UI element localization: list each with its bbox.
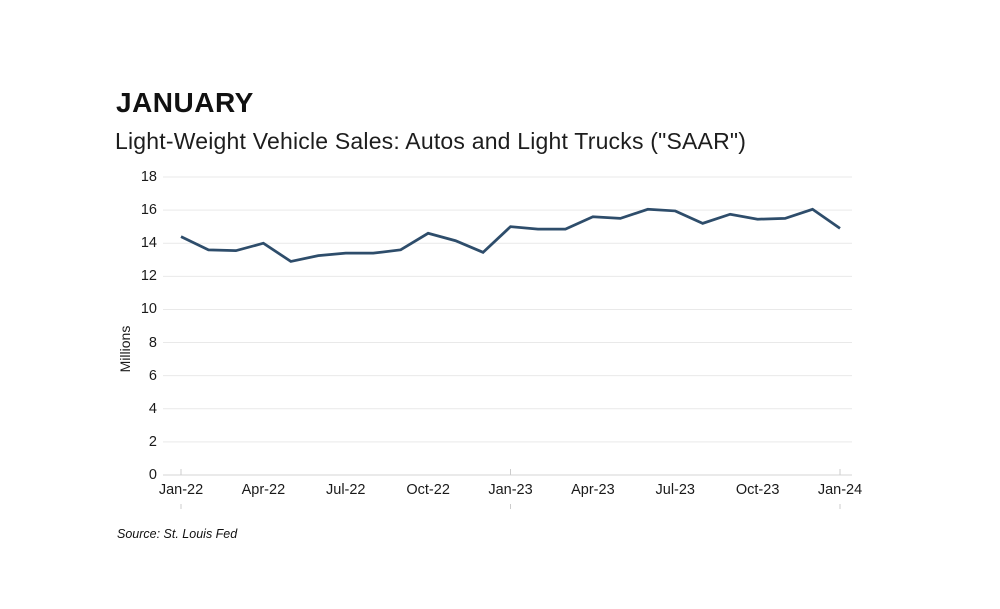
x-tick-label: Oct-23 — [735, 482, 780, 498]
x-tick-label: Oct-22 — [406, 482, 450, 498]
x-tick-label: Jan-22 — [158, 482, 204, 498]
y-tick-label: 16 — [140, 202, 157, 219]
x-tick-label: Jan-23 — [488, 482, 533, 498]
x-tick-label: Apr-23 — [571, 482, 615, 498]
y-tick-label: 8 — [148, 334, 157, 351]
x-tick-label: Apr-22 — [241, 482, 286, 498]
figure-month-title: JANUARY — [116, 87, 254, 118]
y-tick-label: 18 — [140, 169, 157, 185]
y-tick-label: 2 — [148, 433, 157, 450]
source-note: Source: St. Louis Fed — [117, 527, 238, 541]
x-tick-label: Jul-23 — [655, 482, 696, 498]
y-tick-label: 14 — [140, 235, 157, 252]
y-tick-label: 6 — [148, 367, 157, 384]
y-tick-label: 0 — [148, 467, 157, 483]
chart-title: Light-Weight Vehicle Sales: Autos and Li… — [115, 128, 747, 154]
x-tick-label: Jul-22 — [326, 482, 366, 498]
y-tick-label: 12 — [140, 268, 157, 285]
sales-line-series — [180, 207, 841, 263]
x-tick-label: Jan-24 — [817, 482, 863, 498]
y-tick-label: 4 — [148, 400, 157, 417]
y-tick-label: 10 — [140, 301, 157, 318]
